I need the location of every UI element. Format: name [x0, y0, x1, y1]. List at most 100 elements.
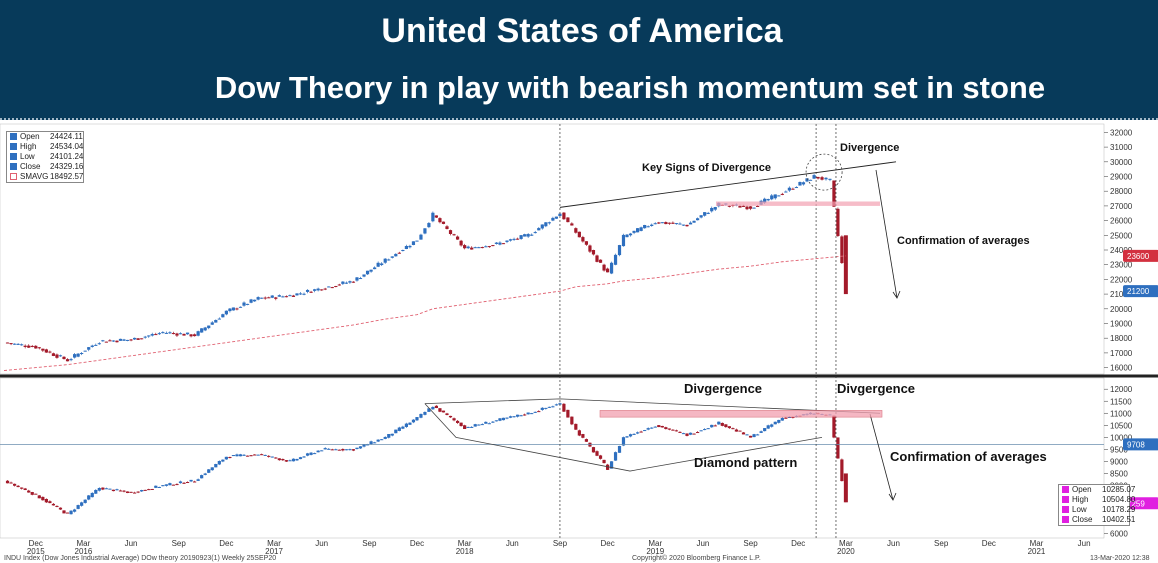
- top-candle: [401, 249, 405, 251]
- price-tag-sma: [1123, 249, 1158, 262]
- top-candle: [643, 224, 647, 229]
- bottom-candle: [591, 447, 596, 453]
- top-candle: [671, 222, 675, 224]
- top-candle: [168, 332, 172, 334]
- bottom-candle: [609, 461, 614, 469]
- bottom-candle: [256, 454, 260, 456]
- top-candle: [526, 234, 530, 237]
- bottom-candle: [27, 490, 31, 493]
- bottom-candle: [706, 428, 710, 430]
- bottom-candle: [168, 483, 172, 486]
- top-candle: [791, 188, 795, 190]
- bottom-candle: [214, 464, 218, 468]
- bottom-candle: [434, 405, 438, 409]
- top-candle: [706, 212, 710, 214]
- bottom-candle: [210, 467, 214, 471]
- legend-swatch: [10, 163, 17, 171]
- bottom-candle: [738, 430, 742, 432]
- bottom-candle: [295, 458, 299, 461]
- x-tick-label: Mar: [648, 539, 662, 548]
- bottom-candle: [154, 485, 158, 488]
- top-candle: [143, 336, 147, 338]
- top-candle: [617, 245, 622, 256]
- top-candle: [581, 237, 585, 242]
- top-candle: [365, 270, 370, 275]
- top-candle: [217, 318, 221, 320]
- top-candle: [207, 325, 211, 329]
- top-candle: [836, 208, 840, 236]
- top-candle: [133, 337, 137, 340]
- bottom-candle: [784, 417, 788, 419]
- bottom-candle: [554, 404, 559, 406]
- bottom-candle: [323, 448, 327, 450]
- top-candle: [710, 207, 714, 212]
- top-candle: [605, 268, 610, 273]
- bottom-candle: [448, 415, 453, 418]
- bottom-candle: [720, 422, 724, 426]
- top-candle: [805, 178, 809, 182]
- top-candle: [111, 340, 116, 342]
- bottom-candle: [76, 505, 80, 509]
- bottom-candle: [445, 413, 449, 415]
- bottom-candle: [463, 425, 467, 430]
- bottom-candle: [508, 416, 513, 418]
- top-candle: [646, 226, 650, 228]
- bottom-candle: [150, 488, 154, 490]
- bottom-candle: [408, 422, 412, 425]
- top-candle: [284, 296, 288, 298]
- bottom-candle: [16, 485, 20, 488]
- y-tick-label-top: 20000: [1110, 305, 1133, 314]
- bottom-candle: [741, 432, 746, 435]
- bottom-candle: [274, 457, 278, 459]
- bottom-panel: [0, 377, 1105, 539]
- bottom-candle: [836, 437, 840, 459]
- bottom-candle: [537, 411, 541, 413]
- bottom-candle: [515, 414, 520, 417]
- bottom-candle: [373, 442, 377, 444]
- bottom-candle: [41, 496, 45, 501]
- bottom-candle: [281, 458, 285, 461]
- top-candle: [625, 234, 629, 238]
- top-candle: [83, 350, 87, 352]
- top-candle: [798, 181, 802, 186]
- top-candle: [703, 212, 707, 216]
- y-tick-label-top: 28000: [1110, 187, 1133, 196]
- bottom-candle: [512, 416, 516, 418]
- top-candle: [570, 223, 574, 226]
- top-candle: [727, 205, 731, 207]
- bottom-candle: [263, 454, 267, 456]
- x-tick-label: Mar: [839, 539, 853, 548]
- bottom-candle: [671, 429, 675, 431]
- bottom-candle: [62, 510, 66, 514]
- top-candle: [157, 333, 161, 335]
- bottom-candle: [302, 456, 306, 458]
- top-candle: [621, 234, 626, 247]
- bottom-candle: [584, 439, 589, 442]
- top-candle: [147, 335, 151, 337]
- header-banner: United States of America Dow Theory in p…: [0, 0, 1158, 120]
- bottom-candle: [551, 406, 555, 408]
- x-tick-label: Dec: [410, 539, 424, 548]
- bottom-candle: [602, 459, 606, 464]
- top-candle: [843, 235, 848, 295]
- x-tick-label: Jun: [506, 539, 519, 548]
- top-candle: [598, 259, 603, 263]
- bottom-candle: [404, 423, 408, 427]
- top-candle: [419, 234, 423, 240]
- top-candle: [515, 238, 520, 240]
- top-candle: [820, 177, 824, 180]
- bottom-candle: [727, 426, 731, 429]
- bottom-candle: [574, 423, 578, 430]
- top-candle: [498, 242, 502, 245]
- y-tick-label-top: 19000: [1110, 319, 1133, 328]
- bottom-candle: [83, 499, 87, 503]
- top-candle: [577, 231, 581, 238]
- top-candle: [667, 222, 671, 224]
- top-candle: [696, 218, 700, 221]
- top-candle: [766, 199, 770, 201]
- top-candle: [812, 175, 816, 179]
- y-tick-label-bottom: 9000: [1110, 457, 1128, 466]
- bottom-candle: [242, 454, 246, 456]
- bottom-candle: [365, 444, 370, 446]
- top-candle: [808, 179, 813, 181]
